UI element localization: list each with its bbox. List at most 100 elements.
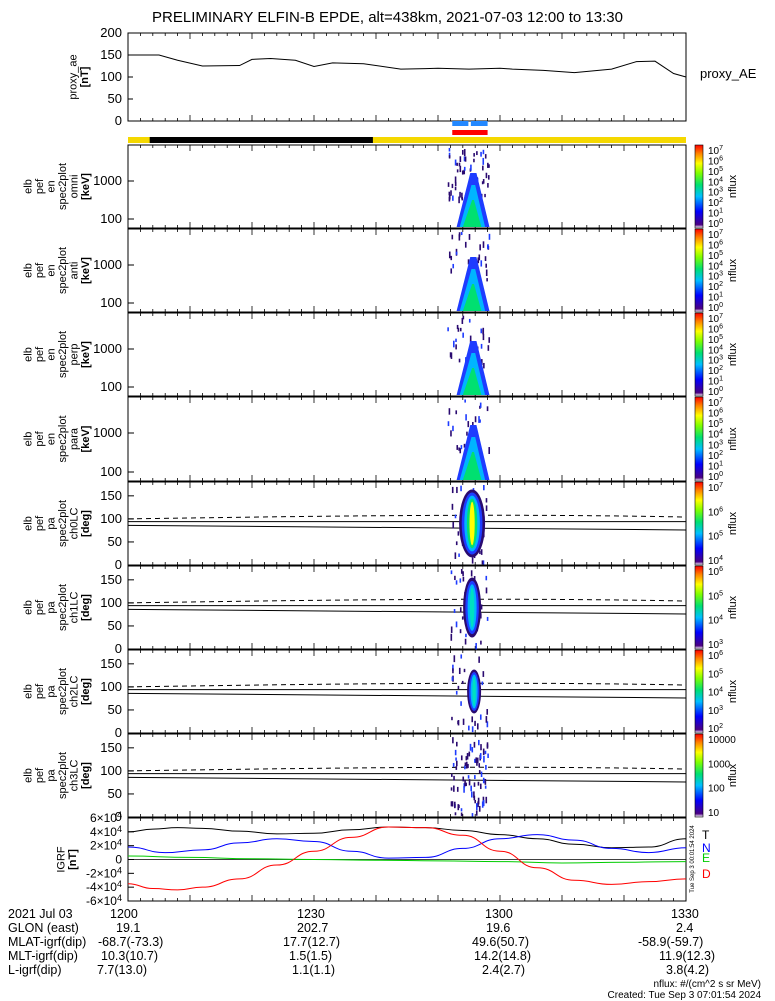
ch1LC-speckle xyxy=(460,569,463,574)
ch3LC-speckle xyxy=(473,795,476,801)
ch3LC-speckle xyxy=(468,779,471,786)
ch1LC-speckle xyxy=(459,607,462,613)
igrf-line-T xyxy=(127,826,687,849)
ch2LC-ylabel-3: spec2plot xyxy=(57,668,69,715)
ch3LC-speckle xyxy=(477,797,480,805)
igrf-ytick-label: 4×104 xyxy=(90,824,122,839)
omni-speckle xyxy=(461,150,464,155)
ch3LC-speckle xyxy=(478,763,481,768)
ch3LC-speckle xyxy=(475,810,478,816)
para-colorbar-tick: 102 xyxy=(708,450,723,462)
ch1LC-colorbar-tick: 104 xyxy=(708,615,723,627)
para-colorbar-tick: 103 xyxy=(708,439,723,451)
ch1LC-ylabel-0: elb xyxy=(22,600,34,615)
para-ylabel-3: spec2plot xyxy=(57,415,69,462)
anti-ylabel-3: spec2plot xyxy=(57,247,69,294)
ch3LC-speckle xyxy=(450,787,453,791)
ch0LC-ylabel-0: elb xyxy=(22,516,34,531)
omni-ylabel-0: elb xyxy=(22,179,34,194)
anti-ylabel-1: pef xyxy=(34,262,46,278)
ch1LC-speckle xyxy=(459,629,462,634)
anti-speckle xyxy=(486,278,488,282)
ch3LC-speckle xyxy=(452,737,454,744)
anti-ylabel-0: elb xyxy=(22,263,34,278)
footer-time-1300: 1300 xyxy=(485,907,513,921)
para-colorbar-tick: 101 xyxy=(708,460,723,472)
omni-ylabel-1: pef xyxy=(34,178,46,194)
ch3LC-speckle xyxy=(455,766,458,770)
ch1LC-speckle xyxy=(455,580,458,585)
para-ylabel-2: en xyxy=(45,433,57,445)
anti-ylabel-2: en xyxy=(45,264,57,276)
ch3LC-speckle xyxy=(469,743,472,751)
para-speckle xyxy=(488,447,491,454)
ch3LC-speckle xyxy=(486,744,489,749)
ch0LC-speckle xyxy=(480,549,483,555)
perp-speckle xyxy=(459,327,462,332)
anti-speckle xyxy=(448,251,451,259)
ch2LC-speckle xyxy=(462,718,465,725)
perp-ylabel-0: elb xyxy=(22,347,34,362)
ch3LC-speckle xyxy=(465,761,468,769)
omni-speckle xyxy=(463,169,466,175)
ch0LC-speckle xyxy=(485,498,488,503)
footer-mlt-4: 11.9(12.3) xyxy=(659,949,716,963)
anti-ytick-100: 100 xyxy=(100,295,122,310)
omni-speckle xyxy=(448,147,451,152)
page-title: PRELIMINARY ELFIN-B EPDE, alt=438km, 202… xyxy=(152,9,623,26)
status-bar-red xyxy=(452,130,488,135)
ch1LC-speckle xyxy=(480,604,483,610)
para-speckle xyxy=(448,408,451,415)
para-ylabel-0: elb xyxy=(22,432,34,447)
perp-colorbar-tick: 103 xyxy=(708,355,723,367)
para-colorbar-label: nflux xyxy=(727,427,739,451)
ch3LC-speckle xyxy=(450,801,453,807)
anti-speckle xyxy=(460,231,463,236)
perp-speckle xyxy=(461,317,464,324)
para-ytick-1000: 1000 xyxy=(93,425,122,440)
omni-ylabel-5: [keV] xyxy=(80,173,92,200)
ch2LC-speckle xyxy=(460,701,462,706)
omni-speckle xyxy=(456,169,459,173)
omni-speckle xyxy=(488,164,490,168)
omni-colorbar-tick: 105 xyxy=(708,166,723,178)
ch0LC-ylabel-4: ch0LC xyxy=(68,508,80,540)
ch2LC-ytick-label: 50 xyxy=(108,702,122,717)
perp-speckle xyxy=(483,362,485,369)
ch3LC-speckle xyxy=(482,748,485,756)
ch1LC-ylabel-3: spec2plot xyxy=(57,584,69,631)
ch3LC-ylabel-4: ch3LC xyxy=(68,760,80,792)
ch3LC-colorbar xyxy=(694,733,704,818)
footer-l-1: 7.7(13.0) xyxy=(97,963,148,977)
ch1LC-speckle xyxy=(485,575,488,581)
ch1LC-speckle xyxy=(464,638,467,645)
ch0LC-ylabel-2: pa xyxy=(45,517,57,530)
omni-colorbar-tick: 107 xyxy=(708,145,723,157)
omni-speckle xyxy=(482,157,485,165)
perp-ylabel-4: perp xyxy=(68,343,80,365)
anti-colorbar-tick: 100 xyxy=(708,302,723,314)
ch0LC-ytick-label: 50 xyxy=(108,534,122,549)
omni-speckle xyxy=(463,156,466,162)
omni-speckle xyxy=(456,162,458,166)
proxy-ae-axes xyxy=(127,32,687,122)
status-bar-blue-2 xyxy=(470,121,488,126)
perp-ylabel-5: [keV] xyxy=(80,341,92,368)
ch2LC-speckle xyxy=(457,685,460,690)
ch1LC-speckle xyxy=(486,616,489,621)
anti-spectrum-peak xyxy=(462,284,482,311)
ch0LC-colorbar-tick: 107 xyxy=(708,482,723,494)
ch2LC-ytick-label: 100 xyxy=(100,679,122,694)
ch0LC-axes xyxy=(127,481,687,566)
status-bar-yellow xyxy=(128,137,686,143)
anti-colorbar-tick: 101 xyxy=(708,292,723,304)
igrf-ytick-label: -4×104 xyxy=(86,879,122,894)
ch0LC-speckle xyxy=(452,522,455,529)
ch1LC-anti-loss-cone-line xyxy=(127,598,687,604)
omni-speckle xyxy=(487,162,489,168)
omni-speckle xyxy=(463,166,466,171)
para-ylabel-1: pef xyxy=(34,430,46,446)
para-colorbar-tick: 105 xyxy=(708,418,723,430)
ch0LC-speckle xyxy=(460,485,462,492)
ch2LC-anti-loss-cone-line xyxy=(127,682,687,688)
